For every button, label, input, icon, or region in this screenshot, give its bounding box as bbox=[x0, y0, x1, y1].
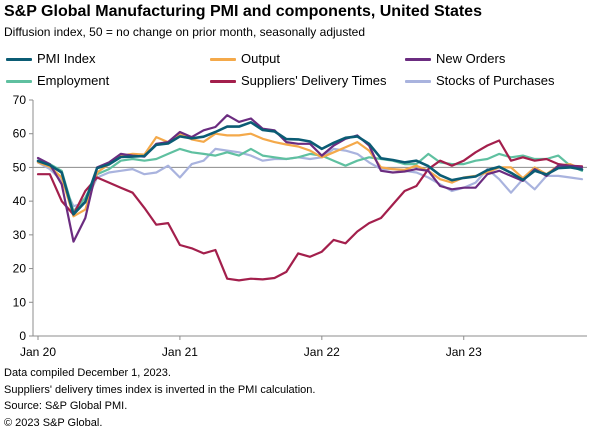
legend-swatch bbox=[405, 79, 431, 83]
y-tick-label: 10 bbox=[13, 295, 27, 309]
y-tick-label: 50 bbox=[13, 160, 27, 174]
footer-inversion-note: Suppliers' delivery times index is inver… bbox=[4, 383, 316, 396]
x-tick-label: Jan 23 bbox=[446, 345, 482, 359]
series-line-suppliers-delivery-times bbox=[36, 139, 584, 282]
chart-title: S&P Global Manufacturing PMI and compone… bbox=[4, 3, 482, 20]
y-tick-label: 40 bbox=[13, 194, 27, 208]
series-line-pmi-index bbox=[36, 121, 584, 216]
y-tick-label: 20 bbox=[13, 262, 27, 276]
x-tick-label: Jan 22 bbox=[304, 345, 340, 359]
legend: PMI Index Output New Orders Employment S… bbox=[0, 0, 597, 100]
legend-label: Stocks of Purchases bbox=[436, 73, 555, 88]
legend-label: Output bbox=[241, 51, 281, 66]
series-line-new-orders bbox=[36, 114, 584, 243]
legend-item-output: Output bbox=[210, 51, 280, 67]
legend-item-suppliers-delivery-times: Suppliers' Delivery Times bbox=[210, 73, 387, 89]
series-layer bbox=[36, 114, 584, 282]
series-line-employment bbox=[36, 147, 584, 213]
legend-swatch bbox=[6, 79, 32, 83]
legend-label: New Orders bbox=[436, 51, 506, 66]
legend-item-employment: Employment bbox=[6, 73, 109, 89]
legend-label: Employment bbox=[37, 73, 110, 88]
legend-item-stocks-of-purchases: Stocks of Purchases bbox=[405, 73, 555, 89]
y-tick-label: 30 bbox=[13, 228, 27, 242]
y-axis: 0 10 20 30 40 50 60 70 bbox=[13, 93, 587, 343]
footer-source-note: Source: S&P Global PMI. bbox=[4, 400, 128, 413]
footer-notes: Data compiled December 1, 2023. Supplier… bbox=[4, 365, 315, 431]
legend-label: PMI Index bbox=[37, 51, 96, 66]
footer-copyright-note: © 2023 S&P Global. bbox=[4, 416, 103, 429]
legend-item-pmi-index: PMI Index bbox=[6, 51, 96, 67]
y-tick-label: 70 bbox=[13, 93, 27, 107]
legend-item-new-orders: New Orders bbox=[405, 51, 505, 67]
legend-swatch bbox=[210, 79, 236, 83]
chart-subtitle: Diffusion index, 50 = no change on prior… bbox=[4, 25, 366, 39]
legend-swatch bbox=[6, 57, 32, 61]
y-tick-label: 60 bbox=[13, 127, 27, 141]
x-tick-label: Jan 21 bbox=[162, 345, 198, 359]
footer-date-note: Data compiled December 1, 2023. bbox=[4, 367, 171, 379]
line-chart: 0 10 20 30 40 50 60 70 Jan 20 Jan 21 Jan 22 Jan 23 bbox=[13, 93, 587, 359]
x-axis: Jan 20 Jan 21 Jan 22 Jan 23 bbox=[20, 335, 587, 359]
legend-swatch bbox=[405, 57, 431, 61]
y-tick-label: 0 bbox=[19, 329, 26, 343]
legend-label: Suppliers' Delivery Times bbox=[241, 73, 387, 88]
legend-swatch bbox=[210, 57, 236, 61]
x-tick-label: Jan 20 bbox=[20, 345, 56, 359]
series-line-output bbox=[36, 132, 584, 218]
